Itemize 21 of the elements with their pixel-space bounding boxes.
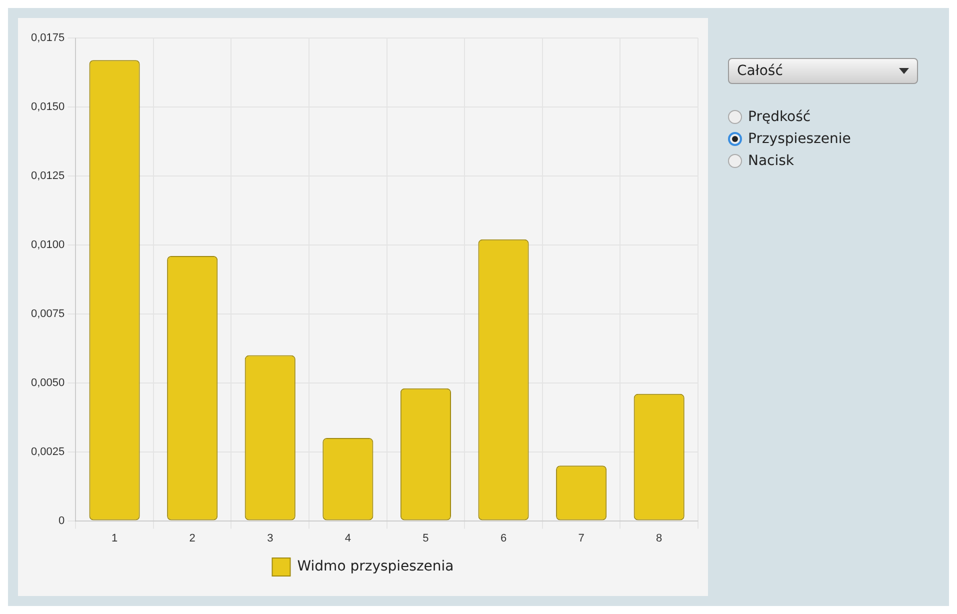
dropdown: Całość <box>728 58 918 84</box>
x-tick-label: 3 <box>267 532 274 544</box>
x-tick-label: 8 <box>656 532 662 544</box>
text: Nacisk <box>748 153 794 169</box>
x-tick-label: 2 <box>189 532 196 544</box>
x-tick-label: 1 <box>111 532 118 544</box>
y-tick-label: 0,0100 <box>30 238 65 251</box>
x-tick-label: 7 <box>578 532 584 544</box>
x-tick-label: 4 <box>344 532 351 544</box>
y-tick-label: 0,0150 <box>30 101 65 114</box>
y-tick-label: 0,0175 <box>30 32 65 44</box>
text: Przyspieszenie <box>748 131 851 147</box>
y-tick-label: 0,0075 <box>30 308 65 320</box>
x-tick-label: 6 <box>500 532 507 544</box>
y-tick-label: 0,0125 <box>30 170 65 182</box>
x-tick-label: 5 <box>422 532 429 544</box>
y-tick-label: 0,0025 <box>30 446 65 458</box>
y-tick-label: 0 <box>58 514 65 527</box>
y-tick-label: 0,0050 <box>30 376 65 389</box>
legend-label: Widmo przyspieszenia <box>297 558 454 575</box>
text: Prędkość <box>748 109 811 125</box>
